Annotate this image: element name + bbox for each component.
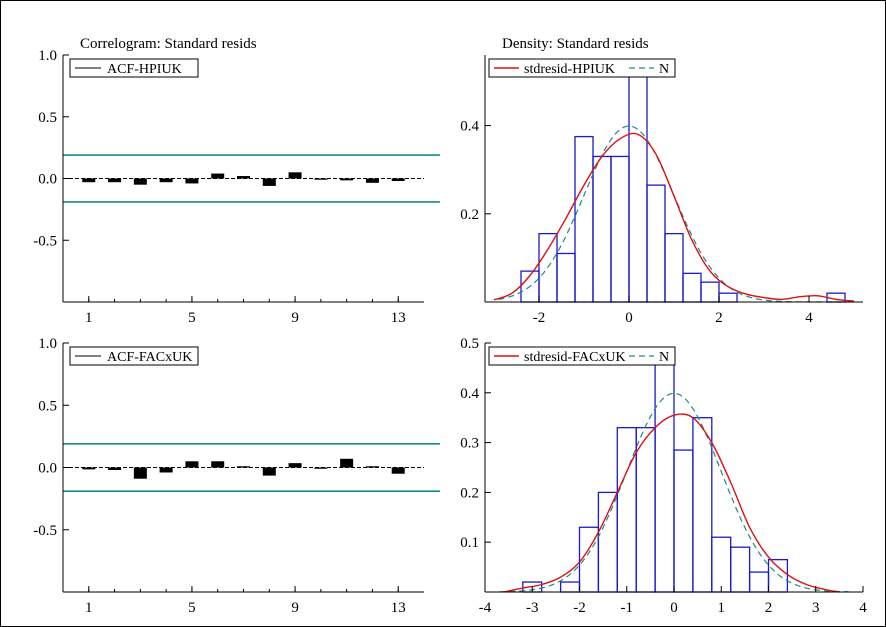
y-tick-label: 0.4 bbox=[460, 119, 479, 135]
acf-bar bbox=[391, 178, 405, 181]
acf-bar bbox=[108, 467, 122, 470]
normal-density-curve bbox=[499, 392, 849, 593]
acf-bar bbox=[340, 178, 354, 181]
y-tick-label: 0.1 bbox=[460, 535, 479, 551]
acf-bar bbox=[159, 178, 173, 183]
legend: ACF-HPIUK bbox=[69, 58, 199, 78]
panel-density-facxuk: 0.1 0.2 0.3 0.4 0.5 -4 -3 -2 -1 0 1 2 3 4 stdresid-FAC… bbox=[460, 336, 867, 616]
legend-box bbox=[69, 58, 199, 78]
legend: ACF-FACxUK bbox=[69, 346, 199, 366]
legend-label-normal: N bbox=[659, 350, 669, 365]
y-tick-label: 1.0 bbox=[38, 336, 57, 352]
legend-label: ACF-FACxUK bbox=[107, 350, 192, 365]
y-tick-label: 0.0 bbox=[38, 461, 57, 477]
legend-box bbox=[69, 346, 199, 366]
acf-bar bbox=[391, 467, 405, 474]
acf-bar bbox=[108, 178, 122, 183]
acf-bar bbox=[237, 176, 250, 179]
legend-label-kde: stdresid-HPIUK bbox=[524, 62, 615, 77]
acf-bar bbox=[365, 466, 379, 468]
acf-bar bbox=[288, 172, 302, 179]
x-tick-label: 3 bbox=[812, 600, 820, 616]
acf-bar bbox=[185, 461, 199, 468]
legend-label: ACF-HPIUK bbox=[107, 62, 182, 77]
legend-box bbox=[488, 58, 676, 78]
acf-bar bbox=[288, 463, 302, 468]
x-tick-label: 0 bbox=[625, 310, 633, 326]
x-tick-label: 13 bbox=[391, 600, 406, 616]
y-tick-label: 0.0 bbox=[38, 172, 57, 188]
y-tick-label: -0.5 bbox=[33, 233, 57, 249]
acf-bar bbox=[237, 466, 250, 468]
x-tick-label: -2 bbox=[573, 600, 586, 616]
acf-bar bbox=[133, 467, 147, 479]
acf-bar bbox=[133, 178, 147, 185]
x-tick-label: 13 bbox=[391, 310, 406, 326]
panel-density-hpiuk: 0.2 0.4 -2 0 2 4 Density: Standard resids stdre… bbox=[460, 36, 863, 326]
x-tick-label: -3 bbox=[526, 600, 539, 616]
acf-bar bbox=[340, 458, 354, 468]
chart-title: Density: Standard resids bbox=[502, 36, 649, 52]
x-tick-label: 1 bbox=[85, 310, 93, 326]
y-tick-label: 0.5 bbox=[38, 110, 57, 126]
y-tick-label: -0.5 bbox=[33, 523, 57, 539]
x-tick-label: 9 bbox=[291, 600, 299, 616]
x-tick-label: -1 bbox=[621, 600, 634, 616]
x-tick-label: 2 bbox=[715, 310, 723, 326]
x-tick-label: 5 bbox=[188, 600, 196, 616]
acf-bar bbox=[185, 178, 199, 184]
legend: stdresid-FACxUK N bbox=[488, 346, 676, 366]
panel-correlogram-hpiuk: 1.0 0.5 0.0 -0.5 1 5 9 13 Correlogram: Standard … bbox=[33, 36, 440, 326]
y-tick-label: 0.3 bbox=[460, 436, 479, 452]
acf-bar bbox=[262, 178, 276, 186]
y-tick-label: 0.2 bbox=[460, 207, 479, 223]
acf-bar bbox=[365, 178, 379, 183]
acf-bar bbox=[211, 173, 225, 179]
x-tick-label: -4 bbox=[479, 600, 492, 616]
acf-bar bbox=[159, 467, 173, 473]
kernel-density-curve bbox=[503, 413, 840, 593]
kernel-density-curve bbox=[493, 132, 855, 302]
legend-label-kde: stdresid-FACxUK bbox=[524, 350, 626, 365]
x-tick-label: 1 bbox=[85, 600, 93, 616]
panel-correlogram-facxuk: 1.0 0.5 0.0 -0.5 1 5 9 13 ACF-FACxUK bbox=[33, 336, 440, 616]
x-tick-label: 4 bbox=[859, 600, 867, 616]
y-tick-label: 0.5 bbox=[460, 336, 479, 352]
x-tick-label: 5 bbox=[188, 310, 196, 326]
y-tick-label: 0.5 bbox=[38, 398, 57, 414]
legend-label-normal: N bbox=[659, 62, 669, 77]
acf-bar bbox=[211, 461, 225, 468]
acf-bar bbox=[82, 467, 96, 470]
x-tick-label: 1 bbox=[718, 600, 726, 616]
legend: stdresid-HPIUK N bbox=[488, 58, 676, 78]
y-tick-label: 1.0 bbox=[38, 48, 57, 64]
legend-box bbox=[488, 346, 676, 366]
chart-title: Correlogram: Standard resids bbox=[80, 36, 257, 52]
x-tick-label: 4 bbox=[805, 310, 813, 326]
x-tick-label: 0 bbox=[670, 600, 678, 616]
acf-bar bbox=[314, 467, 328, 469]
acf-bar bbox=[82, 178, 96, 183]
y-tick-label: 0.4 bbox=[460, 386, 479, 402]
x-tick-label: -2 bbox=[533, 310, 546, 326]
x-tick-label: 2 bbox=[765, 600, 773, 616]
x-tick-label: 9 bbox=[291, 310, 299, 326]
acf-bar bbox=[262, 467, 276, 476]
y-tick-label: 0.2 bbox=[460, 485, 479, 501]
acf-bar bbox=[314, 178, 328, 180]
